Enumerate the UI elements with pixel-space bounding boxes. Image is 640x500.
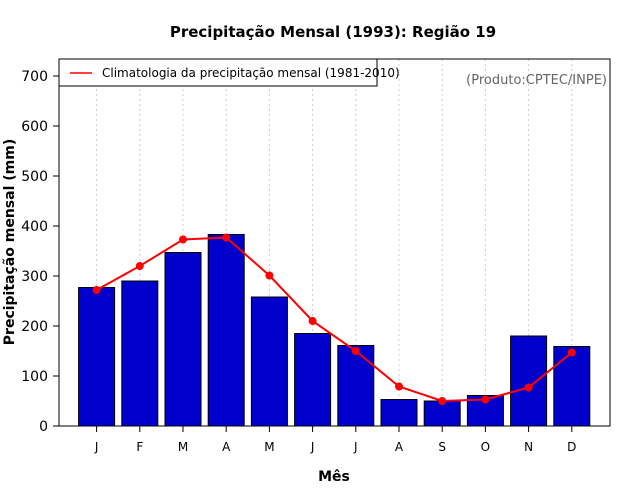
climatology-point: [135, 262, 144, 270]
y-axis: 0 100 200 300 400 500 600 700: [21, 69, 59, 435]
y-tick-label: 0: [39, 419, 48, 435]
x-tick-label: D: [567, 440, 576, 454]
y-tick-label: 500: [21, 169, 48, 185]
x-tick-label: O: [481, 440, 490, 454]
bar: [164, 252, 202, 427]
climatology-point: [351, 347, 360, 355]
x-tick-label: N: [524, 440, 533, 454]
y-tick-label: 600: [21, 119, 48, 135]
bar: [250, 296, 288, 427]
x-tick-label: J: [94, 440, 99, 454]
legend-box: [58, 58, 378, 87]
x-tick-label: M: [178, 440, 188, 454]
x-tick-label: S: [438, 440, 446, 454]
bar: [78, 287, 116, 427]
y-axis-label: Precipitação mensal (mm): [2, 139, 18, 345]
climatology-series: [92, 233, 576, 405]
x-axis-label: Mês: [318, 469, 350, 485]
y-tick-label: 400: [21, 219, 48, 235]
x-tick-label: J: [353, 440, 358, 454]
climatology-point: [481, 395, 490, 404]
climatology-point: [438, 397, 447, 405]
climatology-point: [308, 317, 317, 325]
bar: [294, 333, 332, 427]
climatology-point: [567, 348, 576, 357]
y-tick-label: 700: [21, 69, 48, 85]
x-tick-label: M: [264, 440, 274, 454]
bar: [553, 346, 591, 427]
bar-series: [78, 234, 591, 427]
legend: Climatologia da precipitação mensal (198…: [58, 58, 400, 87]
climatology-point: [179, 235, 187, 244]
bar: [207, 234, 245, 427]
climatology-line: [96, 236, 573, 403]
bar: [510, 335, 548, 427]
chart-title: Precipitação Mensal (1993): Região 19: [170, 23, 496, 41]
x-tick-label: J: [310, 440, 315, 454]
climatology-point: [265, 271, 274, 280]
climatology-point: [524, 383, 533, 392]
y-tick-label: 200: [21, 319, 48, 335]
bar: [121, 280, 159, 427]
y-tick-label: 100: [21, 369, 48, 385]
y-tick-label: 300: [21, 269, 48, 285]
climatology-point: [92, 286, 101, 294]
bar: [423, 400, 461, 427]
bar: [380, 399, 418, 427]
climatology-point: [222, 233, 231, 242]
x-tick-label: A: [222, 440, 231, 454]
legend-entry-climatology: Climatologia da precipitação mensal (198…: [102, 66, 400, 80]
x-tick-label: A: [395, 440, 404, 454]
x-tick-label: F: [136, 440, 143, 454]
bar: [337, 345, 375, 427]
climatology-point: [395, 382, 403, 391]
source-annotation: (Produto:CPTEC/INPE): [466, 73, 607, 88]
